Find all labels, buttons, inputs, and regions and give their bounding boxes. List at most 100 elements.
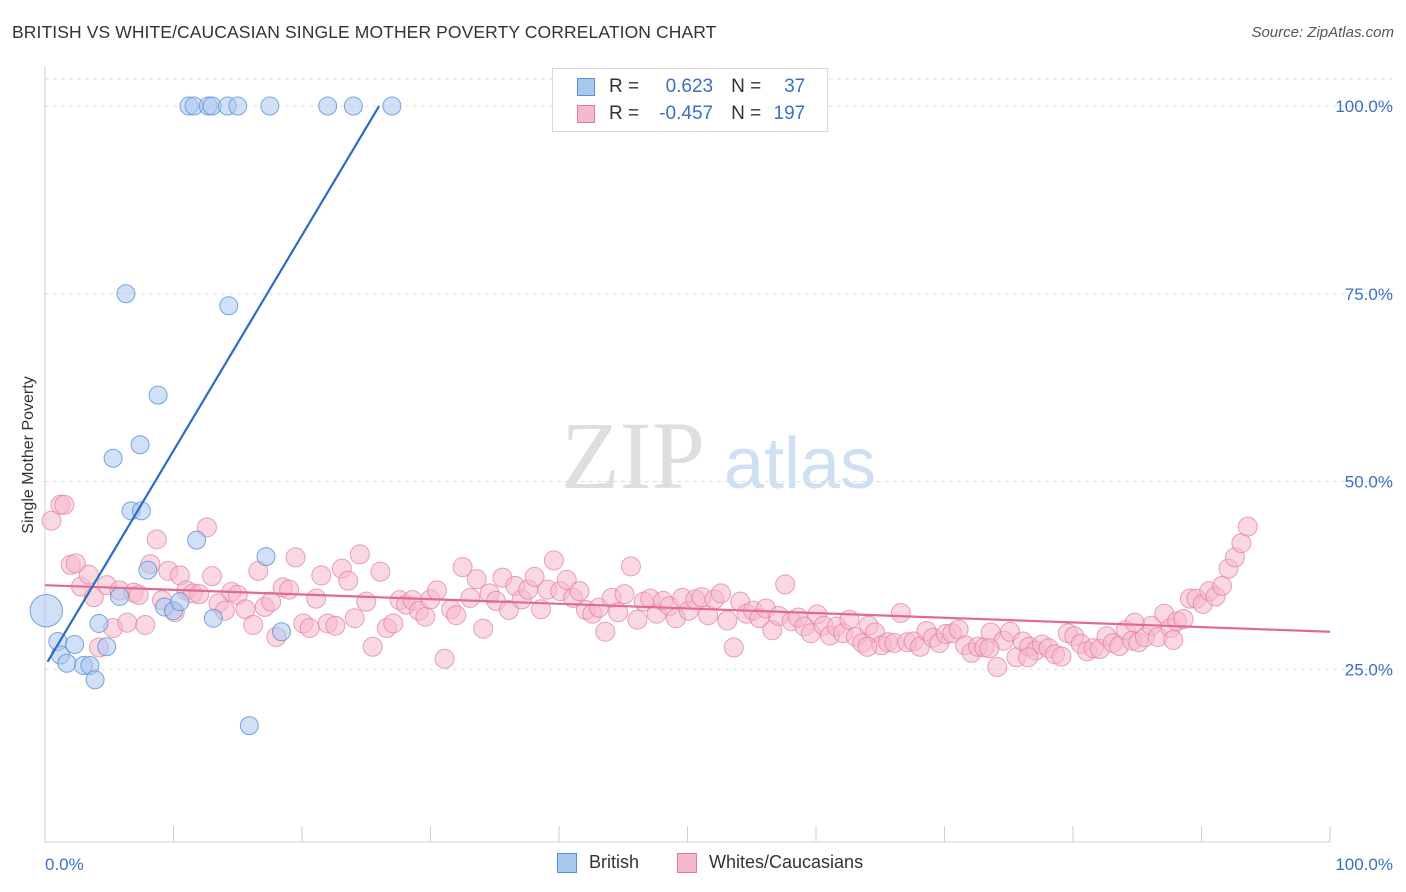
data-point-whites: [543, 550, 564, 571]
data-point-british: [116, 284, 136, 304]
data-point-whites: [710, 583, 731, 604]
data-point-british: [130, 435, 150, 455]
trend-lines: [44, 105, 1331, 663]
data-point-whites: [1018, 647, 1039, 668]
data-point-whites: [311, 565, 332, 586]
data-point-whites: [473, 618, 494, 639]
data-point-british: [219, 296, 239, 316]
data-point-whites: [1124, 612, 1145, 633]
data-point-whites: [415, 606, 436, 627]
data-point-whites: [196, 517, 217, 538]
data-point-whites: [569, 581, 590, 602]
chart-title: BRITISH VS WHITE/CAUCASIAN SINGLE MOTHER…: [12, 22, 717, 42]
data-point-whites: [189, 584, 210, 605]
data-point-whites: [890, 602, 911, 623]
legend-n-label: N =: [731, 103, 762, 124]
legend-r-label: R =: [609, 103, 640, 124]
data-point-whites: [306, 588, 327, 609]
x-tick-label: 100.0%: [1335, 855, 1393, 874]
data-point-whites: [466, 569, 487, 590]
x-tick-label: 0.0%: [45, 855, 84, 874]
watermark-atlas: atlas: [724, 424, 876, 504]
data-point-british: [271, 622, 291, 642]
legend-item-whites[interactable]: Whites/Caucasians: [677, 852, 863, 873]
data-point-whites: [1173, 608, 1194, 629]
y-axis-label: Single Mother Poverty: [20, 376, 37, 534]
data-point-british: [170, 592, 190, 612]
data-point-british: [228, 96, 248, 116]
data-point-whites: [717, 610, 738, 631]
data-point-british: [89, 613, 109, 633]
tick-labels: 25.0% 50.0% 75.0% 100.0% 0.0% 100.0%: [45, 97, 1393, 874]
data-point-whites: [349, 544, 370, 565]
data-point-whites: [608, 602, 629, 623]
correlation-legend: R = 0.623 N = 37 R = -0.457 N = 197: [552, 68, 828, 132]
data-point-british: [382, 96, 402, 116]
legend-item-british[interactable]: British: [557, 852, 639, 873]
watermark-zip: ZIP: [561, 402, 705, 509]
legend-r-value: 0.623: [665, 76, 714, 97]
legend-n-value: 37: [784, 76, 806, 97]
data-point-whites: [452, 557, 473, 578]
legend-n-label: N =: [731, 76, 762, 97]
data-point-british: [110, 586, 130, 606]
data-point-whites: [627, 609, 648, 630]
data-point-whites: [261, 591, 282, 612]
data-point-whites: [1212, 575, 1233, 596]
data-point-british: [97, 637, 117, 657]
data-point-british: [187, 530, 207, 550]
data-point-whites: [524, 566, 545, 587]
data-point-british: [318, 96, 338, 116]
data-point-british: [65, 634, 85, 654]
data-point-whites: [460, 587, 481, 608]
data-point-british: [256, 547, 276, 567]
y-tick-label: 75.0%: [1345, 285, 1393, 304]
data-point-whites: [338, 570, 359, 591]
legend-label-whites: Whites/Caucasians: [709, 852, 864, 872]
legend-swatch-whites: [577, 105, 595, 123]
data-point-whites: [78, 564, 99, 585]
data-point-whites: [370, 561, 391, 582]
legend-r-label: R =: [609, 76, 640, 97]
legend-swatch-whites: [677, 852, 697, 873]
data-point-whites: [243, 614, 264, 635]
data-point-whites: [531, 599, 552, 620]
series-legend: British Whites/Caucasians: [0, 852, 1406, 878]
data-point-whites: [383, 613, 404, 634]
data-point-whites: [54, 494, 75, 515]
watermark: ZIP atlas: [561, 402, 876, 509]
data-point-whites: [979, 638, 1000, 659]
data-point-whites: [620, 556, 641, 577]
data-point-british: [57, 653, 77, 673]
data-point-whites: [117, 612, 138, 633]
data-point-whites: [857, 636, 878, 657]
data-point-whites: [279, 579, 300, 600]
data-point-whites: [1051, 646, 1072, 667]
axes: [44, 66, 1331, 843]
data-point-whites: [285, 547, 306, 568]
data-point-british: [343, 96, 363, 116]
data-point-whites: [128, 584, 149, 605]
legend-label-british: British: [589, 852, 640, 872]
data-point-british: [203, 608, 223, 628]
data-point-british: [239, 716, 259, 736]
legend-row-whites: R = -0.457 N = 197: [577, 102, 805, 126]
data-point-british: [85, 670, 105, 690]
data-point-whites: [362, 636, 383, 657]
data-point-whites: [41, 510, 62, 531]
series-british: [29, 96, 402, 736]
data-point-british: [260, 96, 280, 116]
legend-swatch-british: [557, 852, 577, 873]
data-point-whites: [446, 605, 467, 626]
data-point-whites: [595, 621, 616, 642]
data-point-british: [148, 385, 168, 405]
data-point-british: [131, 501, 151, 521]
data-point-whites: [202, 566, 223, 587]
legend-n-value: 197: [773, 103, 806, 124]
source-label: Source: ZipAtlas.com: [1251, 24, 1394, 41]
legend-swatch-british: [577, 78, 595, 96]
data-point-british: [138, 560, 158, 580]
data-point-whites: [135, 614, 156, 635]
data-point-whites: [775, 574, 796, 595]
data-point-whites: [1237, 516, 1258, 537]
